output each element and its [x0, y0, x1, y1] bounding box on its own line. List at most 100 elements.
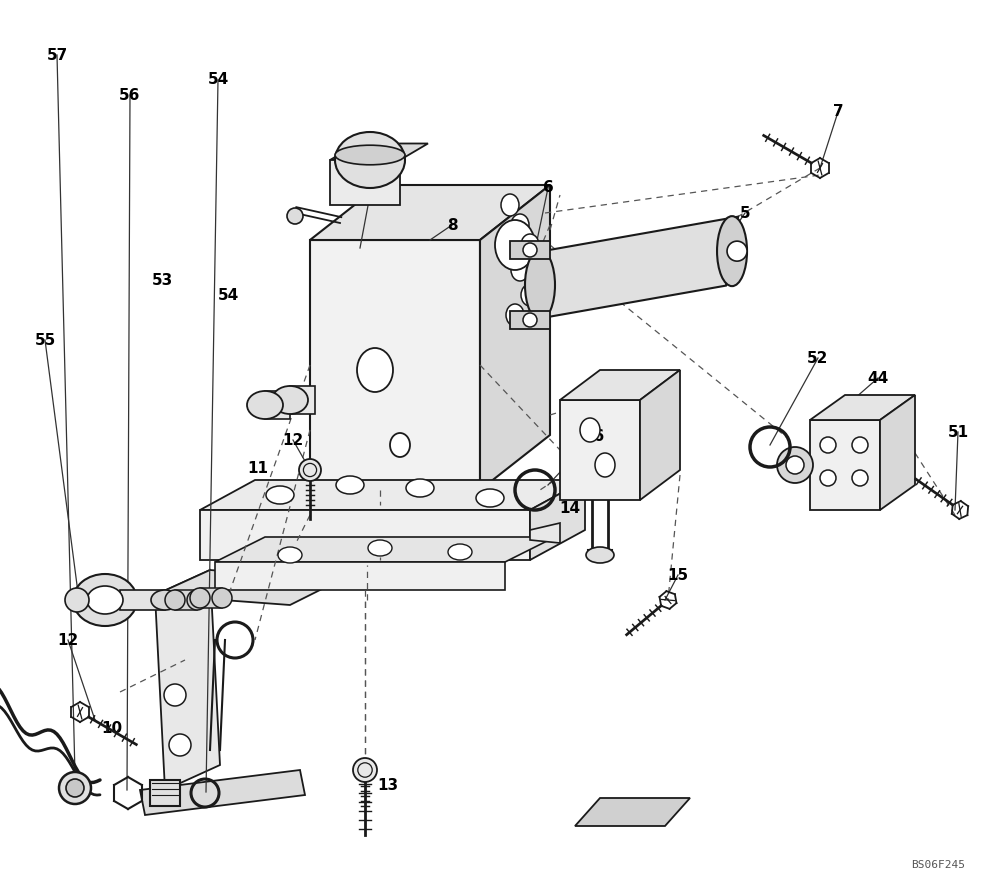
Ellipse shape	[212, 588, 232, 608]
Ellipse shape	[87, 586, 123, 614]
Circle shape	[66, 779, 84, 797]
Ellipse shape	[390, 433, 410, 457]
Ellipse shape	[406, 479, 434, 497]
Circle shape	[353, 758, 377, 782]
Ellipse shape	[164, 684, 186, 706]
Ellipse shape	[336, 476, 364, 494]
Polygon shape	[330, 144, 428, 160]
Polygon shape	[530, 523, 560, 543]
Ellipse shape	[495, 220, 535, 270]
Ellipse shape	[266, 486, 294, 504]
Text: 8: 8	[447, 218, 457, 233]
Bar	[150, 780, 180, 806]
Polygon shape	[534, 217, 738, 320]
Circle shape	[299, 459, 321, 481]
Text: 55: 55	[34, 332, 56, 347]
Text: BS06F245: BS06F245	[911, 860, 965, 870]
Circle shape	[727, 242, 747, 261]
Ellipse shape	[357, 348, 393, 392]
Polygon shape	[215, 562, 505, 590]
Text: 6: 6	[543, 180, 553, 195]
Polygon shape	[155, 570, 340, 605]
Polygon shape	[140, 770, 305, 815]
Ellipse shape	[187, 590, 207, 610]
Text: 54: 54	[207, 73, 229, 88]
Ellipse shape	[247, 391, 283, 419]
Polygon shape	[810, 395, 915, 420]
Text: 14: 14	[559, 501, 581, 516]
Circle shape	[523, 313, 537, 327]
Polygon shape	[510, 311, 550, 329]
Polygon shape	[560, 400, 640, 500]
Text: 56: 56	[119, 88, 141, 102]
Polygon shape	[175, 590, 197, 610]
Ellipse shape	[272, 386, 308, 414]
Ellipse shape	[580, 418, 600, 442]
Circle shape	[523, 243, 537, 257]
Ellipse shape	[73, 574, 137, 626]
Ellipse shape	[525, 250, 555, 320]
Text: 51: 51	[947, 424, 969, 440]
Polygon shape	[200, 588, 222, 608]
Polygon shape	[265, 391, 290, 419]
Ellipse shape	[777, 447, 813, 483]
Text: 12: 12	[282, 432, 304, 448]
Text: 12: 12	[57, 632, 79, 647]
Ellipse shape	[335, 132, 405, 188]
Text: 54: 54	[217, 288, 239, 303]
Ellipse shape	[521, 239, 539, 261]
Ellipse shape	[278, 547, 302, 563]
Ellipse shape	[165, 590, 185, 610]
Polygon shape	[510, 241, 550, 259]
Polygon shape	[215, 537, 555, 562]
Ellipse shape	[190, 588, 210, 608]
Polygon shape	[200, 510, 530, 560]
Polygon shape	[560, 370, 680, 400]
Ellipse shape	[521, 234, 539, 256]
Text: 5: 5	[740, 205, 750, 220]
Ellipse shape	[335, 146, 405, 165]
Circle shape	[852, 437, 868, 453]
Ellipse shape	[595, 453, 615, 477]
Polygon shape	[880, 395, 915, 510]
Ellipse shape	[511, 214, 529, 236]
Ellipse shape	[521, 284, 539, 306]
Polygon shape	[330, 160, 400, 205]
Polygon shape	[810, 420, 880, 510]
Text: 7: 7	[833, 105, 843, 120]
Ellipse shape	[368, 540, 392, 556]
Text: 10: 10	[101, 720, 123, 735]
Polygon shape	[480, 185, 550, 490]
Ellipse shape	[448, 544, 472, 560]
Text: 16: 16	[583, 429, 605, 443]
Ellipse shape	[717, 216, 747, 286]
Ellipse shape	[476, 489, 504, 507]
Text: 9: 9	[365, 187, 375, 202]
Polygon shape	[310, 185, 550, 240]
Circle shape	[59, 772, 91, 804]
Ellipse shape	[65, 588, 89, 612]
Circle shape	[786, 456, 804, 474]
Circle shape	[820, 437, 836, 453]
Polygon shape	[120, 590, 165, 610]
Text: 11: 11	[248, 461, 268, 475]
Polygon shape	[155, 570, 220, 790]
Polygon shape	[530, 480, 585, 560]
Ellipse shape	[511, 259, 529, 281]
Ellipse shape	[586, 547, 614, 563]
Polygon shape	[640, 370, 680, 500]
Circle shape	[852, 470, 868, 486]
Text: 52: 52	[807, 351, 829, 366]
Text: 44: 44	[867, 370, 889, 385]
Circle shape	[820, 470, 836, 486]
Text: 15: 15	[667, 567, 689, 583]
Ellipse shape	[506, 304, 524, 326]
Circle shape	[287, 208, 303, 224]
Polygon shape	[575, 798, 690, 826]
Text: 53: 53	[151, 273, 173, 288]
Text: 13: 13	[377, 778, 399, 792]
Text: 57: 57	[46, 47, 68, 62]
Polygon shape	[200, 480, 585, 510]
Polygon shape	[290, 386, 315, 414]
Ellipse shape	[501, 194, 519, 216]
